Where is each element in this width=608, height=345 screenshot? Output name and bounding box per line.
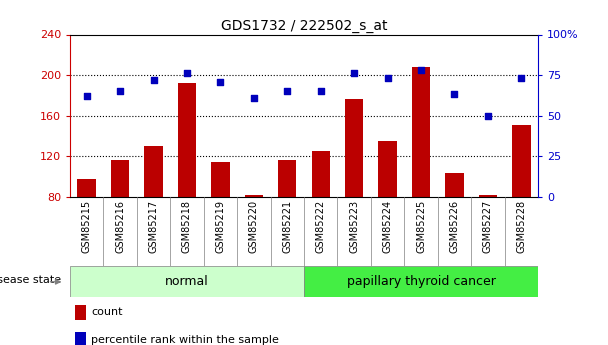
Bar bbox=[445, 173, 464, 197]
Point bbox=[517, 76, 527, 81]
Bar bbox=[75, 305, 86, 320]
Point bbox=[148, 77, 158, 83]
Point bbox=[81, 93, 91, 99]
Text: GSM85225: GSM85225 bbox=[416, 200, 426, 253]
Text: GSM85223: GSM85223 bbox=[349, 200, 359, 253]
Bar bbox=[178, 83, 196, 197]
Text: normal: normal bbox=[165, 275, 209, 288]
Text: GSM85219: GSM85219 bbox=[215, 200, 226, 253]
Point bbox=[182, 71, 192, 76]
Point bbox=[416, 67, 426, 73]
Title: GDS1732 / 222502_s_at: GDS1732 / 222502_s_at bbox=[221, 19, 387, 33]
Point bbox=[249, 95, 259, 100]
Text: GSM85220: GSM85220 bbox=[249, 200, 259, 253]
Bar bbox=[111, 160, 130, 197]
Point bbox=[316, 88, 326, 94]
Point bbox=[282, 88, 292, 94]
Bar bbox=[311, 151, 330, 197]
Point bbox=[483, 113, 493, 118]
Bar bbox=[278, 160, 297, 197]
Bar bbox=[244, 195, 263, 197]
Bar bbox=[378, 141, 397, 197]
Bar bbox=[77, 179, 96, 197]
Bar bbox=[70, 266, 304, 297]
Text: disease state: disease state bbox=[0, 275, 61, 285]
Text: GSM85221: GSM85221 bbox=[282, 200, 292, 253]
Text: papillary thyroid cancer: papillary thyroid cancer bbox=[347, 275, 496, 288]
Bar bbox=[304, 266, 538, 297]
Text: GSM85217: GSM85217 bbox=[148, 200, 159, 253]
Point bbox=[449, 92, 460, 97]
Bar bbox=[144, 146, 163, 197]
Text: GSM85222: GSM85222 bbox=[316, 200, 326, 253]
Text: GSM85227: GSM85227 bbox=[483, 200, 493, 253]
Text: GSM85215: GSM85215 bbox=[81, 200, 92, 253]
Bar bbox=[412, 67, 430, 197]
Point bbox=[215, 79, 225, 84]
Bar bbox=[75, 332, 86, 345]
Point bbox=[383, 76, 393, 81]
Text: count: count bbox=[91, 307, 122, 317]
Bar bbox=[478, 195, 497, 197]
Text: GSM85216: GSM85216 bbox=[115, 200, 125, 253]
Text: GSM85224: GSM85224 bbox=[382, 200, 393, 253]
Text: percentile rank within the sample: percentile rank within the sample bbox=[91, 335, 279, 345]
Bar bbox=[512, 125, 531, 197]
Bar bbox=[345, 99, 364, 197]
Bar bbox=[211, 162, 230, 197]
Text: GSM85228: GSM85228 bbox=[516, 200, 527, 253]
Point bbox=[115, 88, 125, 94]
Text: GSM85218: GSM85218 bbox=[182, 200, 192, 253]
Text: GSM85226: GSM85226 bbox=[449, 200, 460, 253]
Point bbox=[349, 71, 359, 76]
